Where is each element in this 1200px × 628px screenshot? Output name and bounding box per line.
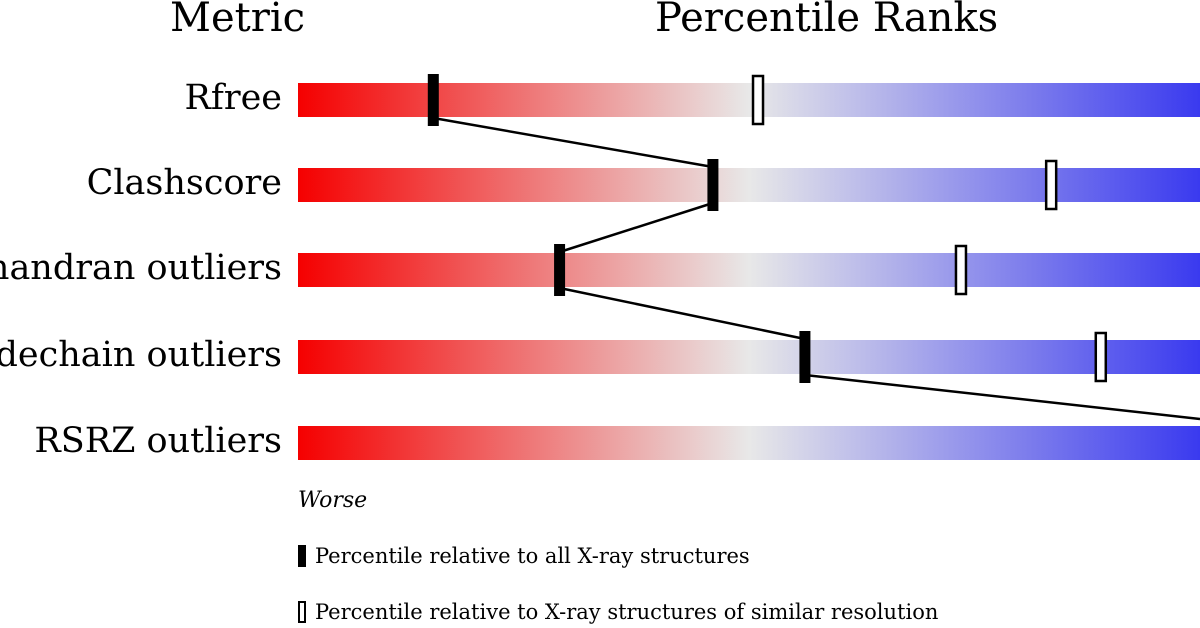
legend-similar-resolution: Percentile relative to X-ray structures …: [298, 600, 938, 624]
similar-resolution-marker: [751, 74, 765, 126]
percentile-bar: [298, 340, 1200, 374]
metric-label: Clashscore: [86, 163, 282, 203]
legend-worse-label: Worse: [298, 488, 368, 513]
percentile-bar: [298, 168, 1200, 202]
percentile-bar: [298, 426, 1200, 460]
metric-label: Rfree: [184, 78, 282, 118]
all-structures-marker: [707, 159, 719, 211]
all-structures-marker: [799, 331, 811, 383]
percentile-connector-line: [433, 116, 1200, 421]
legend-all-label: Percentile relative to all X-ray structu…: [315, 544, 750, 568]
legend-similar-label: Percentile relative to X-ray structures …: [315, 600, 939, 624]
percentile-ranks-header: Percentile Ranks: [655, 0, 999, 41]
metric-label: chandran outliers: [0, 248, 282, 288]
metric-label: Sidechain outliers: [0, 335, 282, 375]
legend-all-structures: Percentile relative to all X-ray structu…: [298, 544, 750, 568]
metric-column-header: Metric: [170, 0, 306, 41]
filled-marker-icon: [298, 545, 306, 567]
hollow-marker-icon: [298, 601, 306, 623]
similar-resolution-marker: [1094, 331, 1108, 383]
all-structures-marker: [554, 244, 566, 296]
similar-resolution-marker: [1044, 159, 1058, 211]
all-structures-marker: [427, 74, 439, 126]
percentile-bar: [298, 253, 1200, 287]
percentile-bar: [298, 83, 1200, 117]
similar-resolution-marker: [954, 244, 968, 296]
metric-label: RSRZ outliers: [34, 421, 282, 461]
